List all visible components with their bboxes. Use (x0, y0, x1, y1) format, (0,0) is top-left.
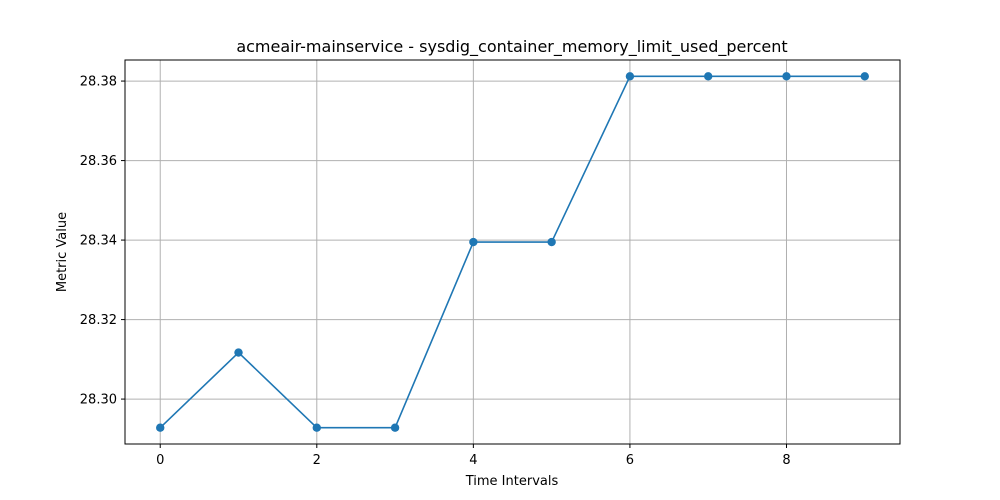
data-point (704, 72, 713, 81)
x-axis-ticks: 0 2 4 6 8 (156, 444, 791, 468)
y-axis-ticks: 28.30 28.32 28.34 28.36 28.38 (80, 75, 125, 408)
series-line (159, 75, 865, 429)
x-tick-label: 8 (782, 453, 790, 468)
y-tick-label: 28.34 (80, 234, 117, 249)
data-point (390, 423, 400, 432)
x-axis-label: Time Intervals (465, 474, 559, 489)
grid (125, 60, 900, 444)
data-point (547, 237, 556, 247)
y-tick-label: 28.32 (80, 313, 117, 328)
data-point (312, 423, 321, 432)
data-point (625, 72, 635, 81)
x-tick-label: 0 (156, 453, 164, 468)
y-axis-label: Metric Value (55, 212, 70, 292)
data-point (469, 237, 478, 247)
axes (124, 59, 901, 445)
data-point (234, 348, 243, 357)
data-point (782, 72, 791, 81)
y-tick-label: 28.38 (80, 75, 117, 90)
data-point (860, 72, 869, 81)
y-tick-label: 28.30 (80, 393, 117, 408)
plot-area-frame (124, 59, 901, 445)
data-point (156, 423, 165, 432)
x-tick-label: 4 (469, 453, 477, 468)
x-tick-label: 2 (313, 453, 321, 468)
chart-title: acmeair-mainservice - sysdig_container_m… (236, 37, 787, 57)
x-tick-label: 6 (626, 453, 634, 468)
series-layer (156, 72, 869, 432)
y-tick-label: 28.36 (80, 154, 117, 169)
